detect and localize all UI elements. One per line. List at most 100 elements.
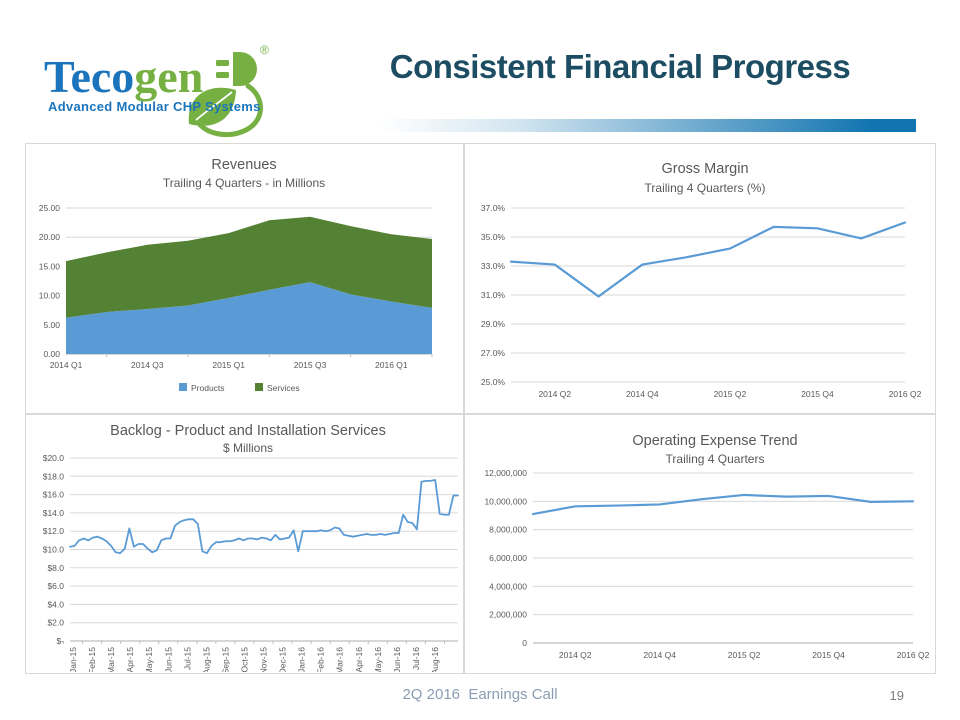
chart-subtitle: Trailing 4 Quarters - in Millions [163, 176, 325, 190]
svg-text:6,000,000: 6,000,000 [489, 553, 527, 563]
revenues-plot-area: 0.00 5.00 10.00 15.00 20.00 25.00 2014 Q1 2014 … [39, 203, 433, 393]
svg-text:$10.0: $10.0 [43, 545, 65, 555]
svg-text:31.0%: 31.0% [481, 290, 506, 300]
chart-subtitle: Trailing 4 Quarters [666, 452, 765, 466]
svg-text:25.0%: 25.0% [481, 377, 506, 387]
svg-text:$18.0: $18.0 [43, 471, 65, 481]
svg-text:33.0%: 33.0% [481, 261, 506, 271]
logo-word-gen: gen [134, 51, 203, 102]
logo-tagline: Advanced Modular CHP Systems [48, 99, 261, 114]
svg-text:Mar-16: Mar-16 [335, 647, 345, 672]
chart-subtitle: $ Millions [223, 441, 273, 455]
slide-title: Consistent Financial Progress [389, 48, 851, 85]
svg-text:2014 Q1: 2014 Q1 [50, 360, 83, 370]
page-number: 19 [889, 688, 904, 703]
svg-text:$20.0: $20.0 [43, 453, 65, 463]
svg-text:Products: Products [191, 383, 225, 393]
svg-text:27.0%: 27.0% [481, 348, 506, 358]
svg-text:4,000,000: 4,000,000 [489, 581, 527, 591]
svg-text:37.0%: 37.0% [481, 203, 506, 213]
svg-text:Mar-15: Mar-15 [106, 647, 116, 672]
svg-text:2014 Q4: 2014 Q4 [643, 650, 676, 660]
chart-title: Revenues [211, 157, 276, 173]
svg-text:Jan-15: Jan-15 [68, 647, 78, 672]
svg-text:10.00: 10.00 [39, 291, 61, 301]
svg-text:10,000,000: 10,000,000 [484, 496, 527, 506]
registered-mark: ® [260, 43, 269, 57]
svg-text:2014 Q2: 2014 Q2 [538, 389, 571, 399]
svg-text:0: 0 [522, 638, 527, 648]
svg-text:20.00: 20.00 [39, 232, 61, 242]
svg-text:$12.0: $12.0 [43, 526, 65, 536]
svg-text:Jul-16: Jul-16 [411, 647, 421, 670]
svg-text:Nov-15: Nov-15 [259, 647, 269, 672]
svg-text:Jan-16: Jan-16 [297, 647, 307, 672]
svg-text:5.00: 5.00 [43, 320, 60, 330]
svg-text:35.0%: 35.0% [481, 232, 506, 242]
svg-text:$4.0: $4.0 [47, 599, 64, 609]
footer-text: 2Q 2016 Earnings Call [402, 686, 558, 703]
operating-expense-plot-area: 0 2,000,000 4,000,000 6,000,000 8,000,000 10,… [484, 468, 929, 660]
svg-text:29.0%: 29.0% [481, 319, 506, 329]
svg-text:Sep-15: Sep-15 [220, 647, 230, 672]
tecogen-logo: Tecogen ® Advanced Modular CHP Systems [44, 43, 269, 138]
svg-text:25.00: 25.00 [39, 203, 61, 213]
svg-text:2015 Q1: 2015 Q1 [212, 360, 245, 370]
svg-text:2015 Q2: 2015 Q2 [728, 650, 761, 660]
svg-text:Jul-15: Jul-15 [182, 647, 192, 670]
panel-operating-expense: Operating Expense Trend Trailing 4 Quart… [464, 414, 936, 674]
svg-text:Jun-16: Jun-16 [392, 647, 402, 672]
svg-text:2,000,000: 2,000,000 [489, 610, 527, 620]
gross-margin-chart: Gross Margin Trailing 4 Quarters (%) 25.… [481, 161, 922, 399]
chart-title: Backlog - Product and Installation Servi… [110, 423, 386, 439]
svg-text:15.00: 15.00 [39, 261, 61, 271]
svg-text:2016 Q1: 2016 Q1 [375, 360, 408, 370]
chart-title: Gross Margin [661, 161, 748, 177]
svg-text:Feb-16: Feb-16 [316, 647, 326, 672]
chart-subtitle: Trailing 4 Quarters (%) [645, 181, 766, 195]
svg-text:$-: $- [56, 636, 64, 646]
svg-text:2015 Q2: 2015 Q2 [714, 389, 747, 399]
panel-revenues: Revenues Trailing 4 Quarters - in Millio… [25, 143, 464, 414]
logo-wordmark: Tecogen [44, 51, 203, 102]
plug-icon [216, 52, 257, 86]
svg-text:2015 Q3: 2015 Q3 [294, 360, 327, 370]
svg-text:0.00: 0.00 [43, 349, 60, 359]
panel-gross-margin: Gross Margin Trailing 4 Quarters (%) 25.… [464, 143, 936, 414]
svg-text:2014 Q3: 2014 Q3 [131, 360, 164, 370]
svg-text:May-16: May-16 [373, 647, 383, 672]
title-underline-gradient-bar [380, 119, 916, 132]
chart-title: Operating Expense Trend [632, 433, 797, 449]
svg-text:$14.0: $14.0 [43, 508, 65, 518]
svg-text:$6.0: $6.0 [47, 581, 64, 591]
leaf-icon [188, 83, 263, 138]
svg-text:Oct-15: Oct-15 [239, 647, 249, 672]
svg-text:Aug-16: Aug-16 [430, 647, 440, 672]
logo-word-teco: Teco [44, 51, 134, 102]
revenues-chart: Revenues Trailing 4 Quarters - in Millio… [39, 157, 433, 393]
backlog-plot-area: $- $2.0 $4.0 $6.0 $8.0 $10.0 $12.0 $14.0 $16.0 $1… [43, 453, 459, 672]
svg-text:$2.0: $2.0 [47, 618, 64, 628]
svg-text:2015 Q4: 2015 Q4 [812, 650, 845, 660]
svg-text:8,000,000: 8,000,000 [489, 525, 527, 535]
svg-text:May-15: May-15 [144, 647, 154, 672]
svg-text:2016 Q2: 2016 Q2 [897, 650, 930, 660]
chart-grid: Revenues Trailing 4 Quarters - in Millio… [25, 143, 936, 674]
svg-text:2014 Q4: 2014 Q4 [626, 389, 659, 399]
svg-text:2015 Q4: 2015 Q4 [801, 389, 834, 399]
svg-text:Aug-15: Aug-15 [201, 647, 211, 672]
svg-text:Jun-15: Jun-15 [163, 647, 173, 672]
svg-text:$16.0: $16.0 [43, 490, 65, 500]
svg-text:Apr-15: Apr-15 [125, 647, 135, 672]
svg-text:Feb-15: Feb-15 [87, 647, 97, 672]
gross-margin-plot-area: 25.0% 27.0% 29.0% 31.0% 33.0% 35.0% 37.0% 2014 … [481, 203, 922, 399]
svg-text:Dec-15: Dec-15 [278, 647, 288, 672]
svg-text:$8.0: $8.0 [47, 563, 64, 573]
svg-text:12,000,000: 12,000,000 [484, 468, 527, 478]
svg-text:Apr-16: Apr-16 [354, 647, 364, 672]
operating-expense-chart: Operating Expense Trend Trailing 4 Quart… [484, 433, 929, 660]
svg-text:2014 Q2: 2014 Q2 [559, 650, 592, 660]
panel-backlog: Backlog - Product and Installation Servi… [25, 414, 464, 674]
svg-text:2016 Q2: 2016 Q2 [889, 389, 922, 399]
backlog-chart: Backlog - Product and Installation Servi… [43, 423, 459, 672]
